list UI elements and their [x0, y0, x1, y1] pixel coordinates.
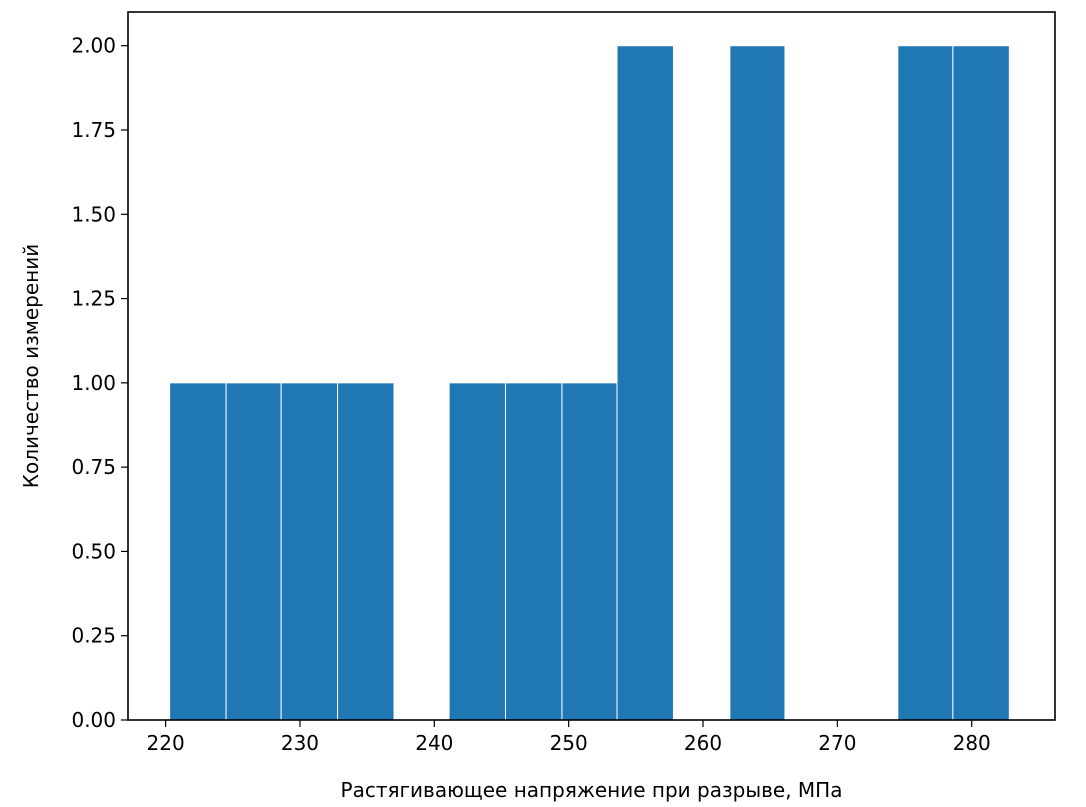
- histogram-bar: [952, 45, 1010, 721]
- x-axis-ticks: 220 230 240 250 260 270 280: [147, 720, 991, 755]
- y-tick-label: 1.75: [71, 118, 116, 142]
- histogram-bar: [897, 45, 954, 721]
- y-tick-label: 2.00: [71, 34, 116, 58]
- x-tick-label: 240: [415, 731, 453, 755]
- y-tick-label: 0.50: [71, 539, 116, 563]
- x-tick-label: 260: [684, 731, 722, 755]
- x-tick-label: 230: [281, 731, 319, 755]
- y-axis-ticks: 0.00 0.25 0.50 0.75 1.00 1.25 1.50 1.75 2.00: [71, 34, 128, 732]
- histogram-bar: [337, 382, 395, 721]
- plot-area-frame: [127, 11, 1056, 721]
- x-tick-label: 270: [818, 731, 856, 755]
- histogram-bar: [225, 382, 282, 721]
- x-tick-label: 220: [147, 731, 185, 755]
- histogram-bar: [448, 382, 507, 721]
- histogram-bar: [169, 382, 227, 721]
- y-tick-label: 0.25: [71, 624, 116, 648]
- histogram-bar: [616, 45, 674, 721]
- histogram-bar: [561, 382, 618, 721]
- y-tick-label: 1.25: [71, 287, 116, 311]
- y-tick-label: 1.00: [71, 371, 116, 395]
- x-tick-label: 280: [953, 731, 991, 755]
- histogram-bar: [280, 382, 339, 721]
- bars-group: [169, 45, 1010, 721]
- y-tick-label: 0.75: [71, 455, 116, 479]
- x-axis-label: Растягивающее напряжение при разрыве, МП…: [341, 778, 843, 802]
- y-tick-label: 1.50: [71, 202, 116, 226]
- y-tick-label: 0.00: [71, 708, 116, 732]
- x-tick-label: 250: [550, 731, 588, 755]
- histogram-bar: [505, 382, 563, 721]
- histogram-bar: [729, 45, 786, 721]
- y-axis-label: Количество измерений: [19, 244, 43, 488]
